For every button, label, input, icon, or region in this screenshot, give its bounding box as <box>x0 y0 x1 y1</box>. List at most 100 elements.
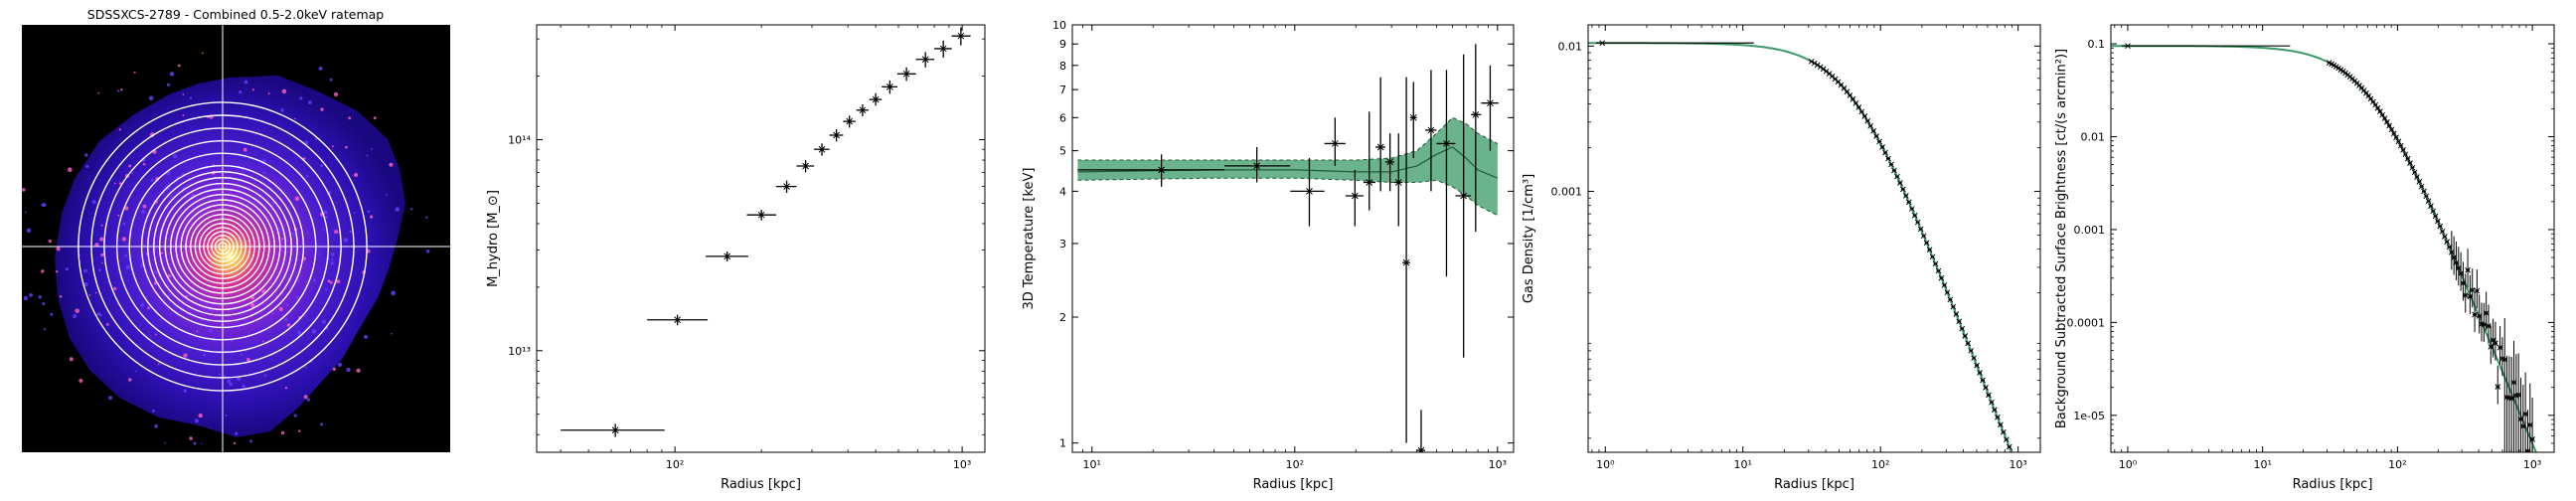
noise-speck <box>42 302 46 305</box>
noise-speck <box>147 306 150 310</box>
data-point <box>2506 356 2512 452</box>
data-point <box>1416 410 1426 452</box>
data-point <box>1908 206 1915 212</box>
data-point <box>1867 122 1874 129</box>
noise-speck <box>166 83 171 86</box>
data-point <box>1902 192 1909 199</box>
surface-brightness-panel: 10⁰ 10¹ 10² 10³ 1e-05 0.0001 0.001 0.01 0.1 Radiu… <box>2054 24 2555 492</box>
data-point <box>2508 357 2515 452</box>
data-point <box>1953 311 1960 317</box>
noise-speck <box>233 441 237 445</box>
noise-speck <box>151 178 154 182</box>
data-point <box>2416 178 2423 185</box>
data-point <box>1885 155 1891 162</box>
noise-speck <box>29 293 33 297</box>
data-point <box>2003 436 2010 443</box>
y-axis-label: Gas Density [1/cm³] <box>1522 174 1536 303</box>
noise-speck <box>311 329 317 334</box>
noise-speck <box>128 164 132 168</box>
noise-speck <box>193 441 197 445</box>
noise-speck <box>169 72 175 77</box>
noise-speck <box>320 164 324 168</box>
noise-speck <box>157 363 160 365</box>
model-confidence-band <box>1077 117 1498 216</box>
data-point <box>2388 126 2395 133</box>
data-point <box>2517 377 2524 452</box>
y-tick-label: 4 <box>1059 185 1066 198</box>
noise-speck <box>59 295 63 298</box>
noise-speck <box>99 313 102 317</box>
noise-speck <box>299 96 303 100</box>
noise-speck <box>239 90 242 94</box>
data-point <box>1891 167 1897 174</box>
data-point <box>1929 253 1936 260</box>
noise-speck <box>334 230 339 235</box>
data-point <box>2423 193 2430 200</box>
data-point <box>1858 108 1865 115</box>
data-point <box>869 92 883 106</box>
data-point <box>2469 268 2476 308</box>
noise-speck <box>389 162 394 167</box>
noise-speck <box>201 319 204 322</box>
y-tick-label: 10 <box>1052 19 1066 32</box>
data-point <box>1894 173 1900 180</box>
noise-speck <box>187 196 190 199</box>
noise-speck <box>100 252 104 256</box>
noise-speck <box>122 222 126 226</box>
x-tick-label: 10¹ <box>1734 458 1752 471</box>
data-point <box>1920 233 1927 240</box>
y-tick-label: 7 <box>1059 84 1066 96</box>
data-point <box>856 103 869 117</box>
y-tick-label: 10¹³ <box>508 345 531 358</box>
data-point <box>1385 133 1395 192</box>
noise-speck <box>24 211 27 214</box>
noise-speck <box>278 227 281 230</box>
data-point <box>1899 186 1906 193</box>
data-point <box>1965 340 1972 347</box>
data-point <box>2418 183 2425 190</box>
x-tick-label: 10³ <box>2009 458 2026 471</box>
noise-speck <box>94 243 99 248</box>
data-point <box>2467 274 2474 314</box>
noise-speck <box>23 295 29 301</box>
noise-speck <box>307 100 312 104</box>
data-point <box>2519 385 2526 452</box>
noise-speck <box>85 164 89 168</box>
noise-speck <box>131 172 134 175</box>
data-point <box>2481 302 2488 342</box>
noise-speck <box>91 200 96 205</box>
y-tick-label: 9 <box>1059 38 1066 51</box>
data-point <box>2448 231 2455 270</box>
cluster-emission <box>55 76 405 437</box>
noise-speck <box>267 92 270 95</box>
noise-speck <box>246 358 250 362</box>
noise-speck <box>183 353 188 358</box>
noise-speck <box>295 295 300 300</box>
noise-speck <box>425 216 428 219</box>
data-point <box>1926 247 1933 253</box>
ratemap-noise <box>22 52 430 445</box>
noise-speck <box>26 228 32 234</box>
data-point <box>2390 130 2397 137</box>
noise-speck <box>172 154 178 159</box>
noise-speck <box>140 263 144 267</box>
noise-speck <box>69 357 74 362</box>
noise-speck <box>262 171 266 175</box>
y-axis-label: 3D Temperature [keV] <box>1022 168 1037 310</box>
axes-frame <box>2110 24 2555 453</box>
noise-speck <box>331 258 334 261</box>
data-point <box>915 52 935 68</box>
data-point <box>2006 443 2012 450</box>
noise-speck <box>50 312 54 316</box>
noise-speck <box>167 293 171 297</box>
data-point <box>1911 212 1918 219</box>
noise-speck <box>279 193 282 196</box>
noise-speck <box>336 279 341 284</box>
data-point <box>2446 244 2453 250</box>
data-point <box>1983 385 1989 391</box>
data-point <box>1409 82 1417 159</box>
data-point <box>1971 355 1977 362</box>
data-point <box>1394 133 1403 227</box>
noise-speck <box>373 116 377 120</box>
data-point <box>2439 228 2446 235</box>
